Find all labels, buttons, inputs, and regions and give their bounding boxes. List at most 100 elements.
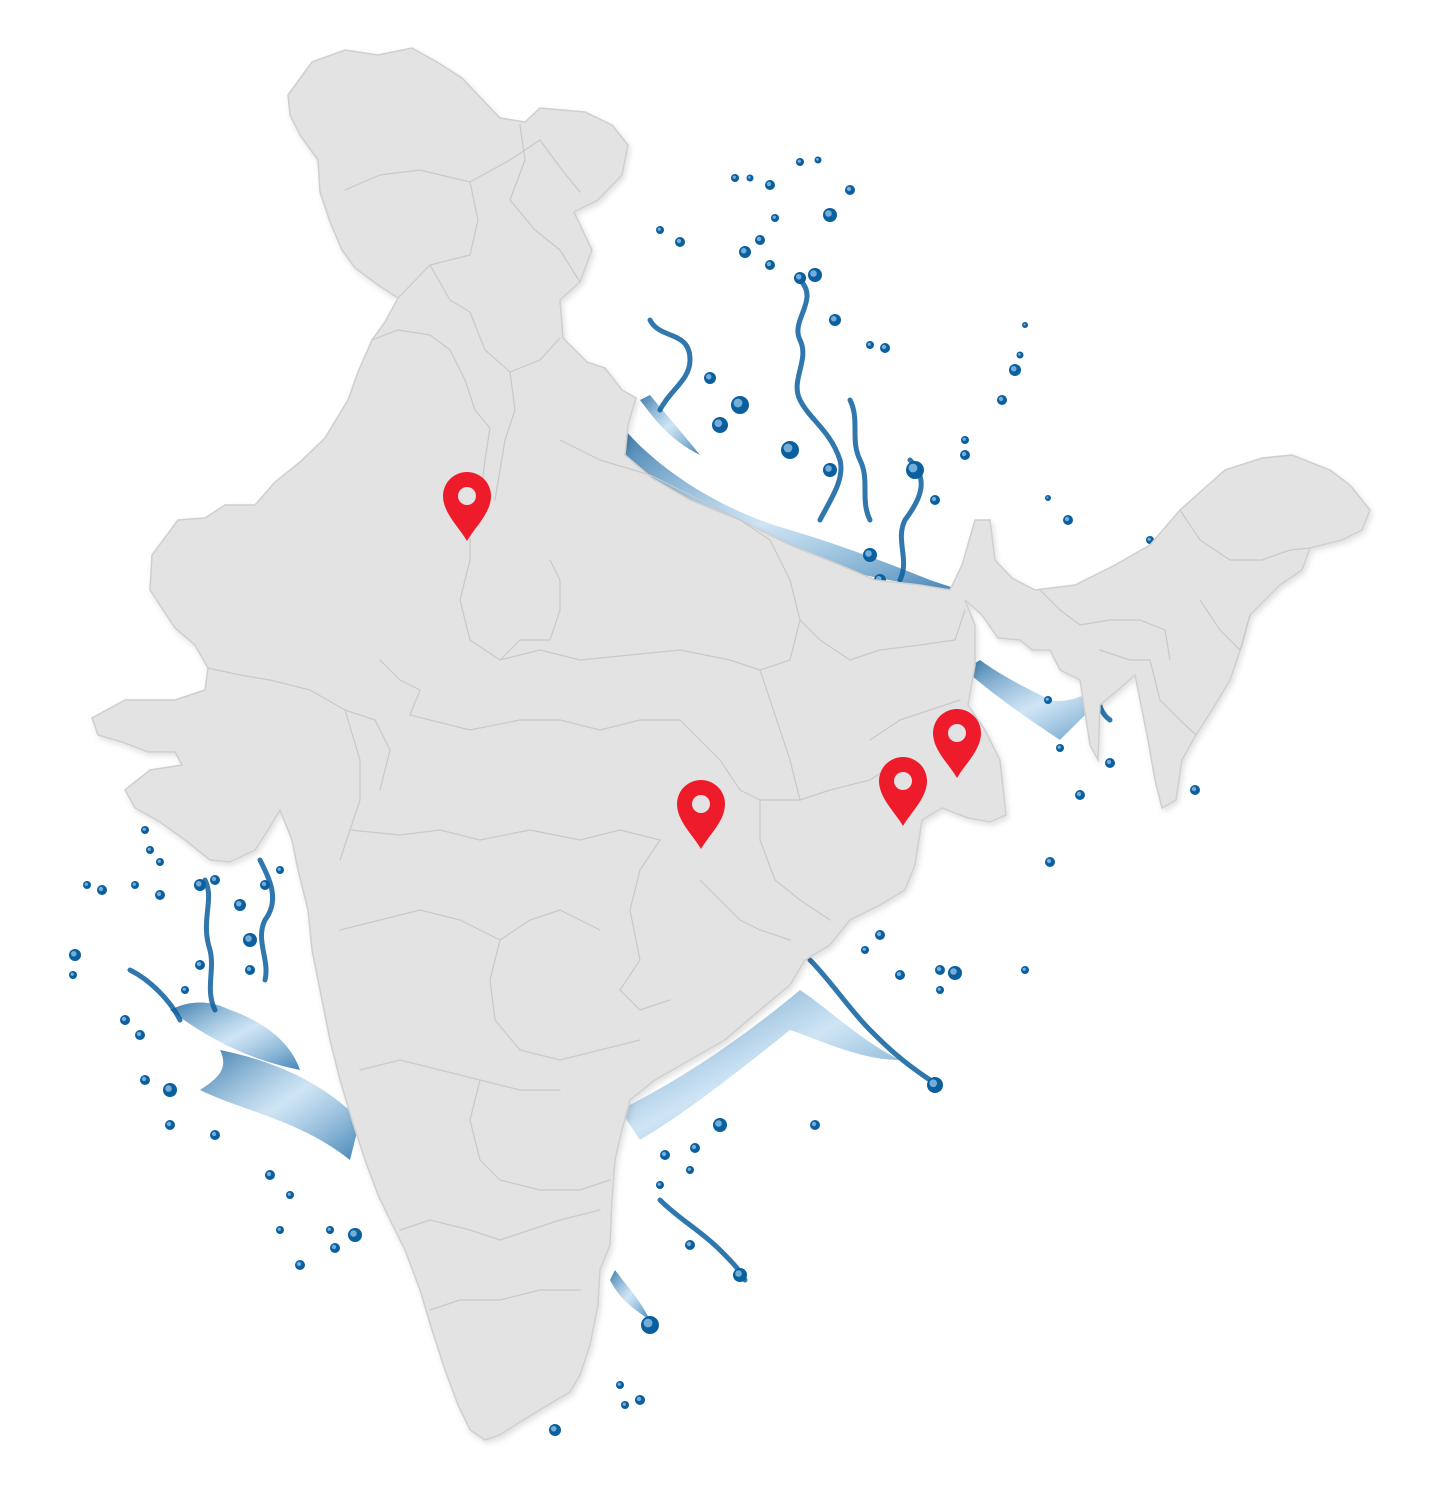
water-droplet: [866, 341, 874, 349]
water-droplet: [906, 461, 924, 479]
water-droplet: [875, 930, 885, 940]
water-droplet: [131, 881, 139, 889]
location-markers: [443, 472, 981, 849]
water-splash-layer: [69, 156, 1200, 1436]
water-droplet: [686, 1166, 694, 1174]
water-droplet: [796, 158, 804, 166]
water-tendril: [807, 957, 933, 1083]
water-droplet: [814, 156, 822, 164]
water-droplet: [794, 272, 806, 284]
water-droplet: [675, 237, 685, 247]
water-droplet: [1021, 966, 1029, 974]
water-droplet: [660, 1150, 670, 1160]
water-droplet: [1009, 364, 1021, 376]
water-droplet: [243, 933, 257, 947]
water-droplet: [1190, 785, 1200, 795]
water-droplet: [69, 971, 77, 979]
water-droplet: [961, 436, 969, 444]
water-droplet: [712, 417, 728, 433]
water-droplet: [1016, 351, 1024, 359]
water-droplet: [930, 495, 940, 505]
water-droplet: [260, 880, 270, 890]
water-stream: [610, 1270, 650, 1320]
water-droplet: [165, 1120, 175, 1130]
water-droplet: [326, 1226, 334, 1234]
water-droplet: [1063, 515, 1073, 525]
water-droplet: [1045, 495, 1051, 501]
water-droplet: [845, 185, 855, 195]
water-droplet: [635, 1395, 645, 1405]
india-landmass: [91, 47, 1371, 1441]
water-droplet: [286, 1191, 294, 1199]
water-droplet: [83, 881, 91, 889]
water-droplet: [713, 1118, 727, 1132]
water-droplet: [829, 314, 841, 326]
water-droplet: [997, 395, 1007, 405]
water-droplet: [781, 441, 799, 459]
water-stream: [620, 990, 900, 1140]
water-stream: [200, 1050, 360, 1160]
water-droplet: [690, 1143, 700, 1153]
water-droplet: [140, 1075, 150, 1085]
water-stream: [640, 395, 700, 455]
water-droplet: [348, 1228, 362, 1242]
water-droplet: [935, 965, 945, 975]
water-droplet: [245, 965, 255, 975]
water-droplet: [880, 343, 890, 353]
water-tendril: [647, 317, 693, 413]
water-droplet: [234, 899, 246, 911]
water-droplet: [823, 463, 837, 477]
water-droplet: [656, 226, 664, 234]
water-droplet: [549, 1424, 561, 1436]
water-droplet: [1022, 322, 1028, 328]
water-droplet: [621, 1401, 629, 1409]
water-droplet: [194, 879, 206, 891]
water-droplet: [755, 235, 765, 245]
water-tendril: [897, 457, 924, 583]
water-droplet: [276, 866, 284, 874]
state-borders: [207, 124, 1311, 1311]
map-pin-icon[interactable]: [677, 780, 725, 849]
map-pin-icon[interactable]: [933, 709, 981, 778]
water-droplet: [765, 260, 775, 270]
water-droplet: [685, 1240, 695, 1250]
water-droplet: [276, 1226, 284, 1234]
water-droplet: [927, 1077, 943, 1093]
water-droplet: [808, 268, 822, 282]
water-droplet: [861, 946, 869, 954]
water-droplet: [739, 246, 751, 258]
water-droplet: [746, 174, 754, 182]
water-droplet: [704, 372, 716, 384]
water-droplet: [210, 875, 220, 885]
water-droplet: [265, 1170, 275, 1180]
water-droplet: [156, 858, 164, 866]
water-droplet: [1075, 790, 1085, 800]
water-droplet: [181, 986, 189, 994]
water-droplet: [69, 949, 81, 961]
water-droplet: [765, 180, 775, 190]
water-droplet: [863, 548, 877, 562]
map-pin-icon[interactable]: [443, 472, 491, 541]
water-tendril: [202, 877, 218, 1013]
water-droplet: [295, 1260, 305, 1270]
map-pin-icon[interactable]: [879, 757, 927, 826]
water-droplet: [771, 214, 779, 222]
water-tendril: [127, 967, 183, 1023]
water-tendril: [257, 857, 276, 983]
water-droplet: [1045, 857, 1055, 867]
water-droplet: [210, 1130, 220, 1140]
water-droplet: [731, 174, 739, 182]
water-droplet: [330, 1243, 340, 1253]
water-stream: [170, 1002, 300, 1070]
water-tendril: [657, 1197, 748, 1283]
water-droplet: [1056, 744, 1064, 752]
water-droplet: [163, 1083, 177, 1097]
water-droplet: [195, 960, 205, 970]
water-droplet: [895, 970, 905, 980]
water-droplet: [1105, 758, 1115, 768]
water-droplet: [616, 1381, 624, 1389]
water-droplet: [960, 450, 970, 460]
water-droplet: [641, 1316, 659, 1334]
water-droplet: [146, 846, 154, 854]
water-droplet: [936, 986, 944, 994]
